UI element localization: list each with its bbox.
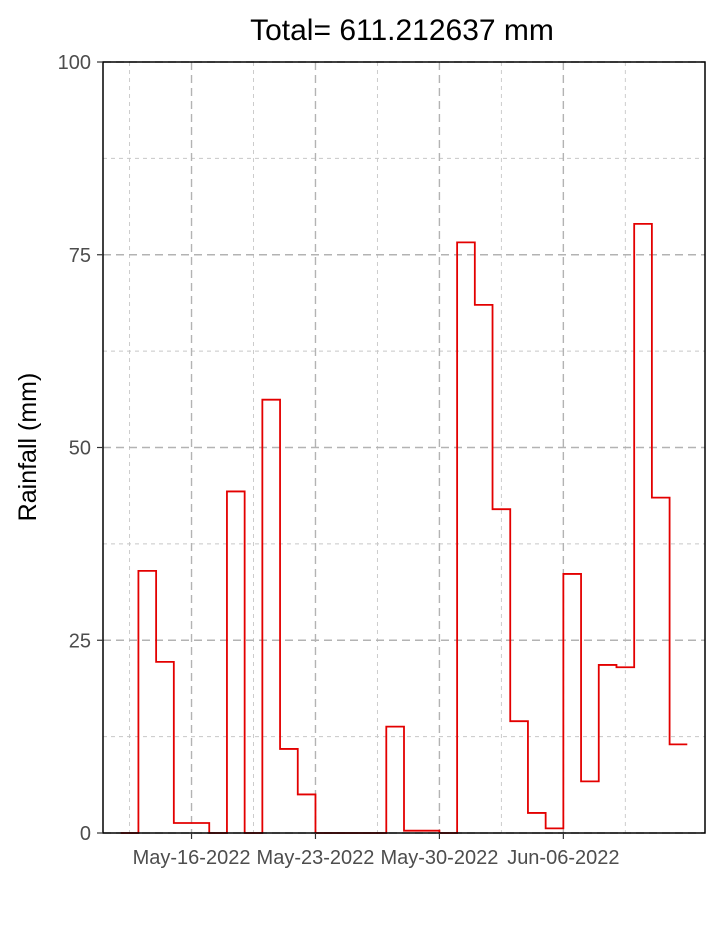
- x-tick-label: May-23-2022: [257, 847, 375, 869]
- y-axis-label: Rainfall (mm): [14, 373, 42, 522]
- series-rainfall: [120, 223, 688, 834]
- rainfall-step-line: [120, 223, 688, 834]
- axes: 0 25 50 75 100 May-16-2022 May-23-2022 May-30-2…: [58, 52, 620, 869]
- grid: [103, 61, 705, 834]
- y-tick-label: 50: [69, 438, 91, 460]
- y-tick-label: 25: [69, 630, 91, 652]
- x-tick-label: May-16-2022: [133, 847, 251, 869]
- y-tick-label: 100: [58, 52, 91, 74]
- x-tick-label: Jun-06-2022: [507, 847, 619, 869]
- chart-title: Total= 611.212637 mm: [250, 14, 554, 47]
- x-tick-label: May-30-2022: [380, 847, 498, 869]
- y-tick-label: 75: [69, 245, 91, 267]
- y-tick-label: 0: [80, 823, 91, 845]
